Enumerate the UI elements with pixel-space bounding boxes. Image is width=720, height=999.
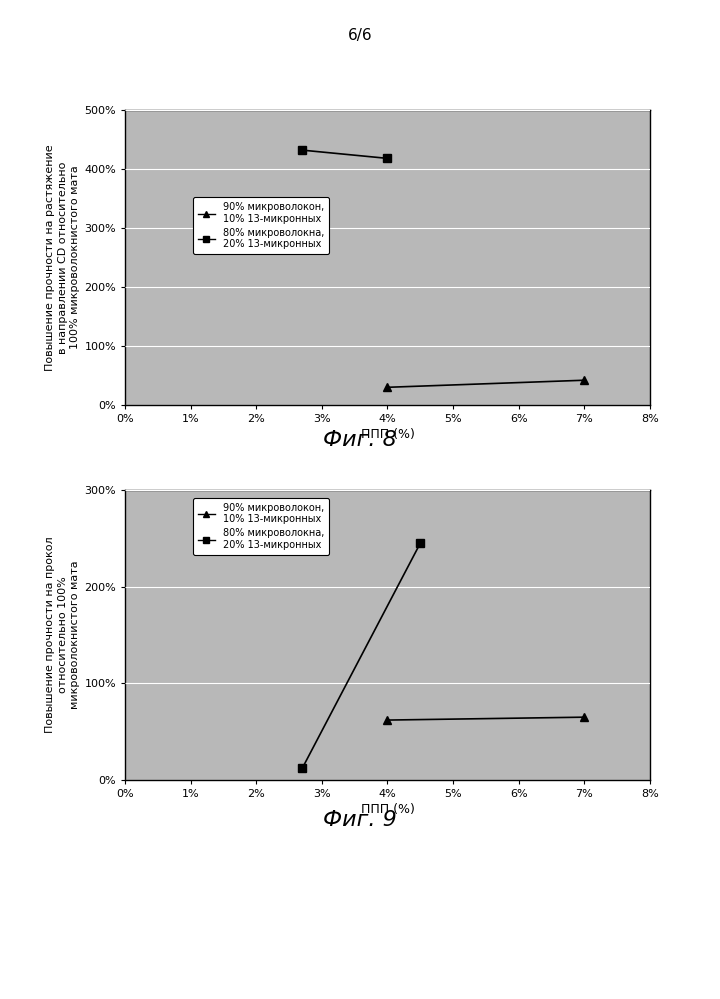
Y-axis label: Повышение прочности на растяжение
в направлении CD относительно
100% микроволокн: Повышение прочности на растяжение в напр… (45, 144, 80, 371)
X-axis label: ППП (%): ППП (%) (361, 429, 415, 442)
Text: 6/6: 6/6 (348, 28, 372, 43)
Y-axis label: Повышение прочности на прокол
относительно 100%
микроволокнистого мата: Повышение прочности на прокол относитель… (45, 536, 80, 733)
Legend: 90% микроволокон,
10% 13-микронных, 80% микроволокна,
20% 13-микронных: 90% микроволокон, 10% 13-микронных, 80% … (193, 198, 329, 255)
X-axis label: ППП (%): ППП (%) (361, 803, 415, 816)
Text: Фиг. 8: Фиг. 8 (323, 430, 397, 450)
Text: Фиг. 9: Фиг. 9 (323, 810, 397, 830)
Legend: 90% микроволокон,
10% 13-микронных, 80% микроволокна,
20% 13-микронных: 90% микроволокон, 10% 13-микронных, 80% … (193, 498, 329, 554)
